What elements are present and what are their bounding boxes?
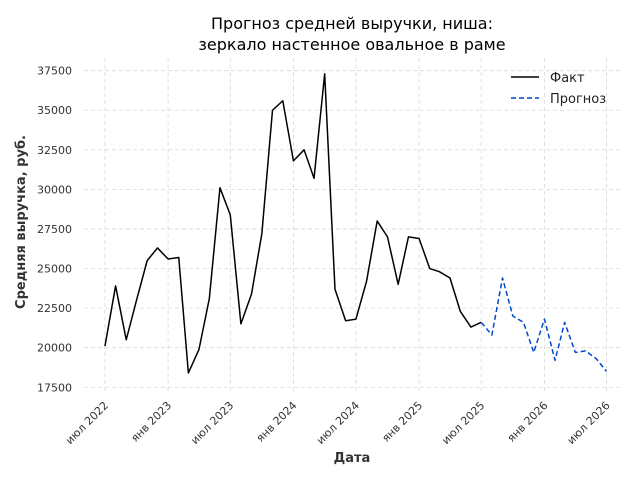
x-tick-label: янв 2025 xyxy=(379,399,425,445)
y-tick-label: 17500 xyxy=(37,381,72,394)
x-tick-label: янв 2024 xyxy=(254,399,300,445)
legend-label-0: Факт xyxy=(550,71,585,86)
y-tick-label: 22500 xyxy=(37,302,72,315)
x-tick-label: июл 2023 xyxy=(188,399,236,447)
y-tick-label: 27500 xyxy=(37,223,72,236)
grid xyxy=(84,58,622,392)
x-tick-label: янв 2023 xyxy=(128,399,174,445)
x-tick-label: июл 2024 xyxy=(314,399,362,447)
y-tick-label: 20000 xyxy=(37,342,72,355)
x-tick-label: июл 2022 xyxy=(63,399,111,447)
legend-label-1: Прогноз xyxy=(550,92,606,107)
y-tick-label: 30000 xyxy=(37,183,72,196)
series-line-1 xyxy=(480,277,608,372)
legend: Факт Прогноз xyxy=(511,71,606,107)
chart-title-line-1: Прогноз средней выручки, ниша: xyxy=(211,14,493,33)
y-axis-label: Средняя выручка, руб. xyxy=(14,135,29,309)
x-axis-label: Дата xyxy=(334,451,371,466)
y-tick-label: 25000 xyxy=(37,263,72,276)
x-tick-label: июл 2025 xyxy=(439,399,487,447)
series-lines xyxy=(104,73,608,374)
chart-title-line-2: зеркало настенное овальное в раме xyxy=(198,35,505,54)
series-line-0 xyxy=(104,73,482,374)
y-tick-label: 32500 xyxy=(37,144,72,157)
x-axis-ticks: июл 2022 янв 2023 июл 2023 янв 2024 июл 2024… xyxy=(63,399,613,447)
x-tick-label: янв 2026 xyxy=(505,399,551,445)
x-tick-label: июл 2026 xyxy=(565,399,613,447)
y-axis-ticks: 17500 20000 22500 25000 27500 30000 32500 35000… xyxy=(37,65,72,395)
y-tick-label: 35000 xyxy=(37,104,72,117)
y-tick-label: 37500 xyxy=(37,65,72,78)
